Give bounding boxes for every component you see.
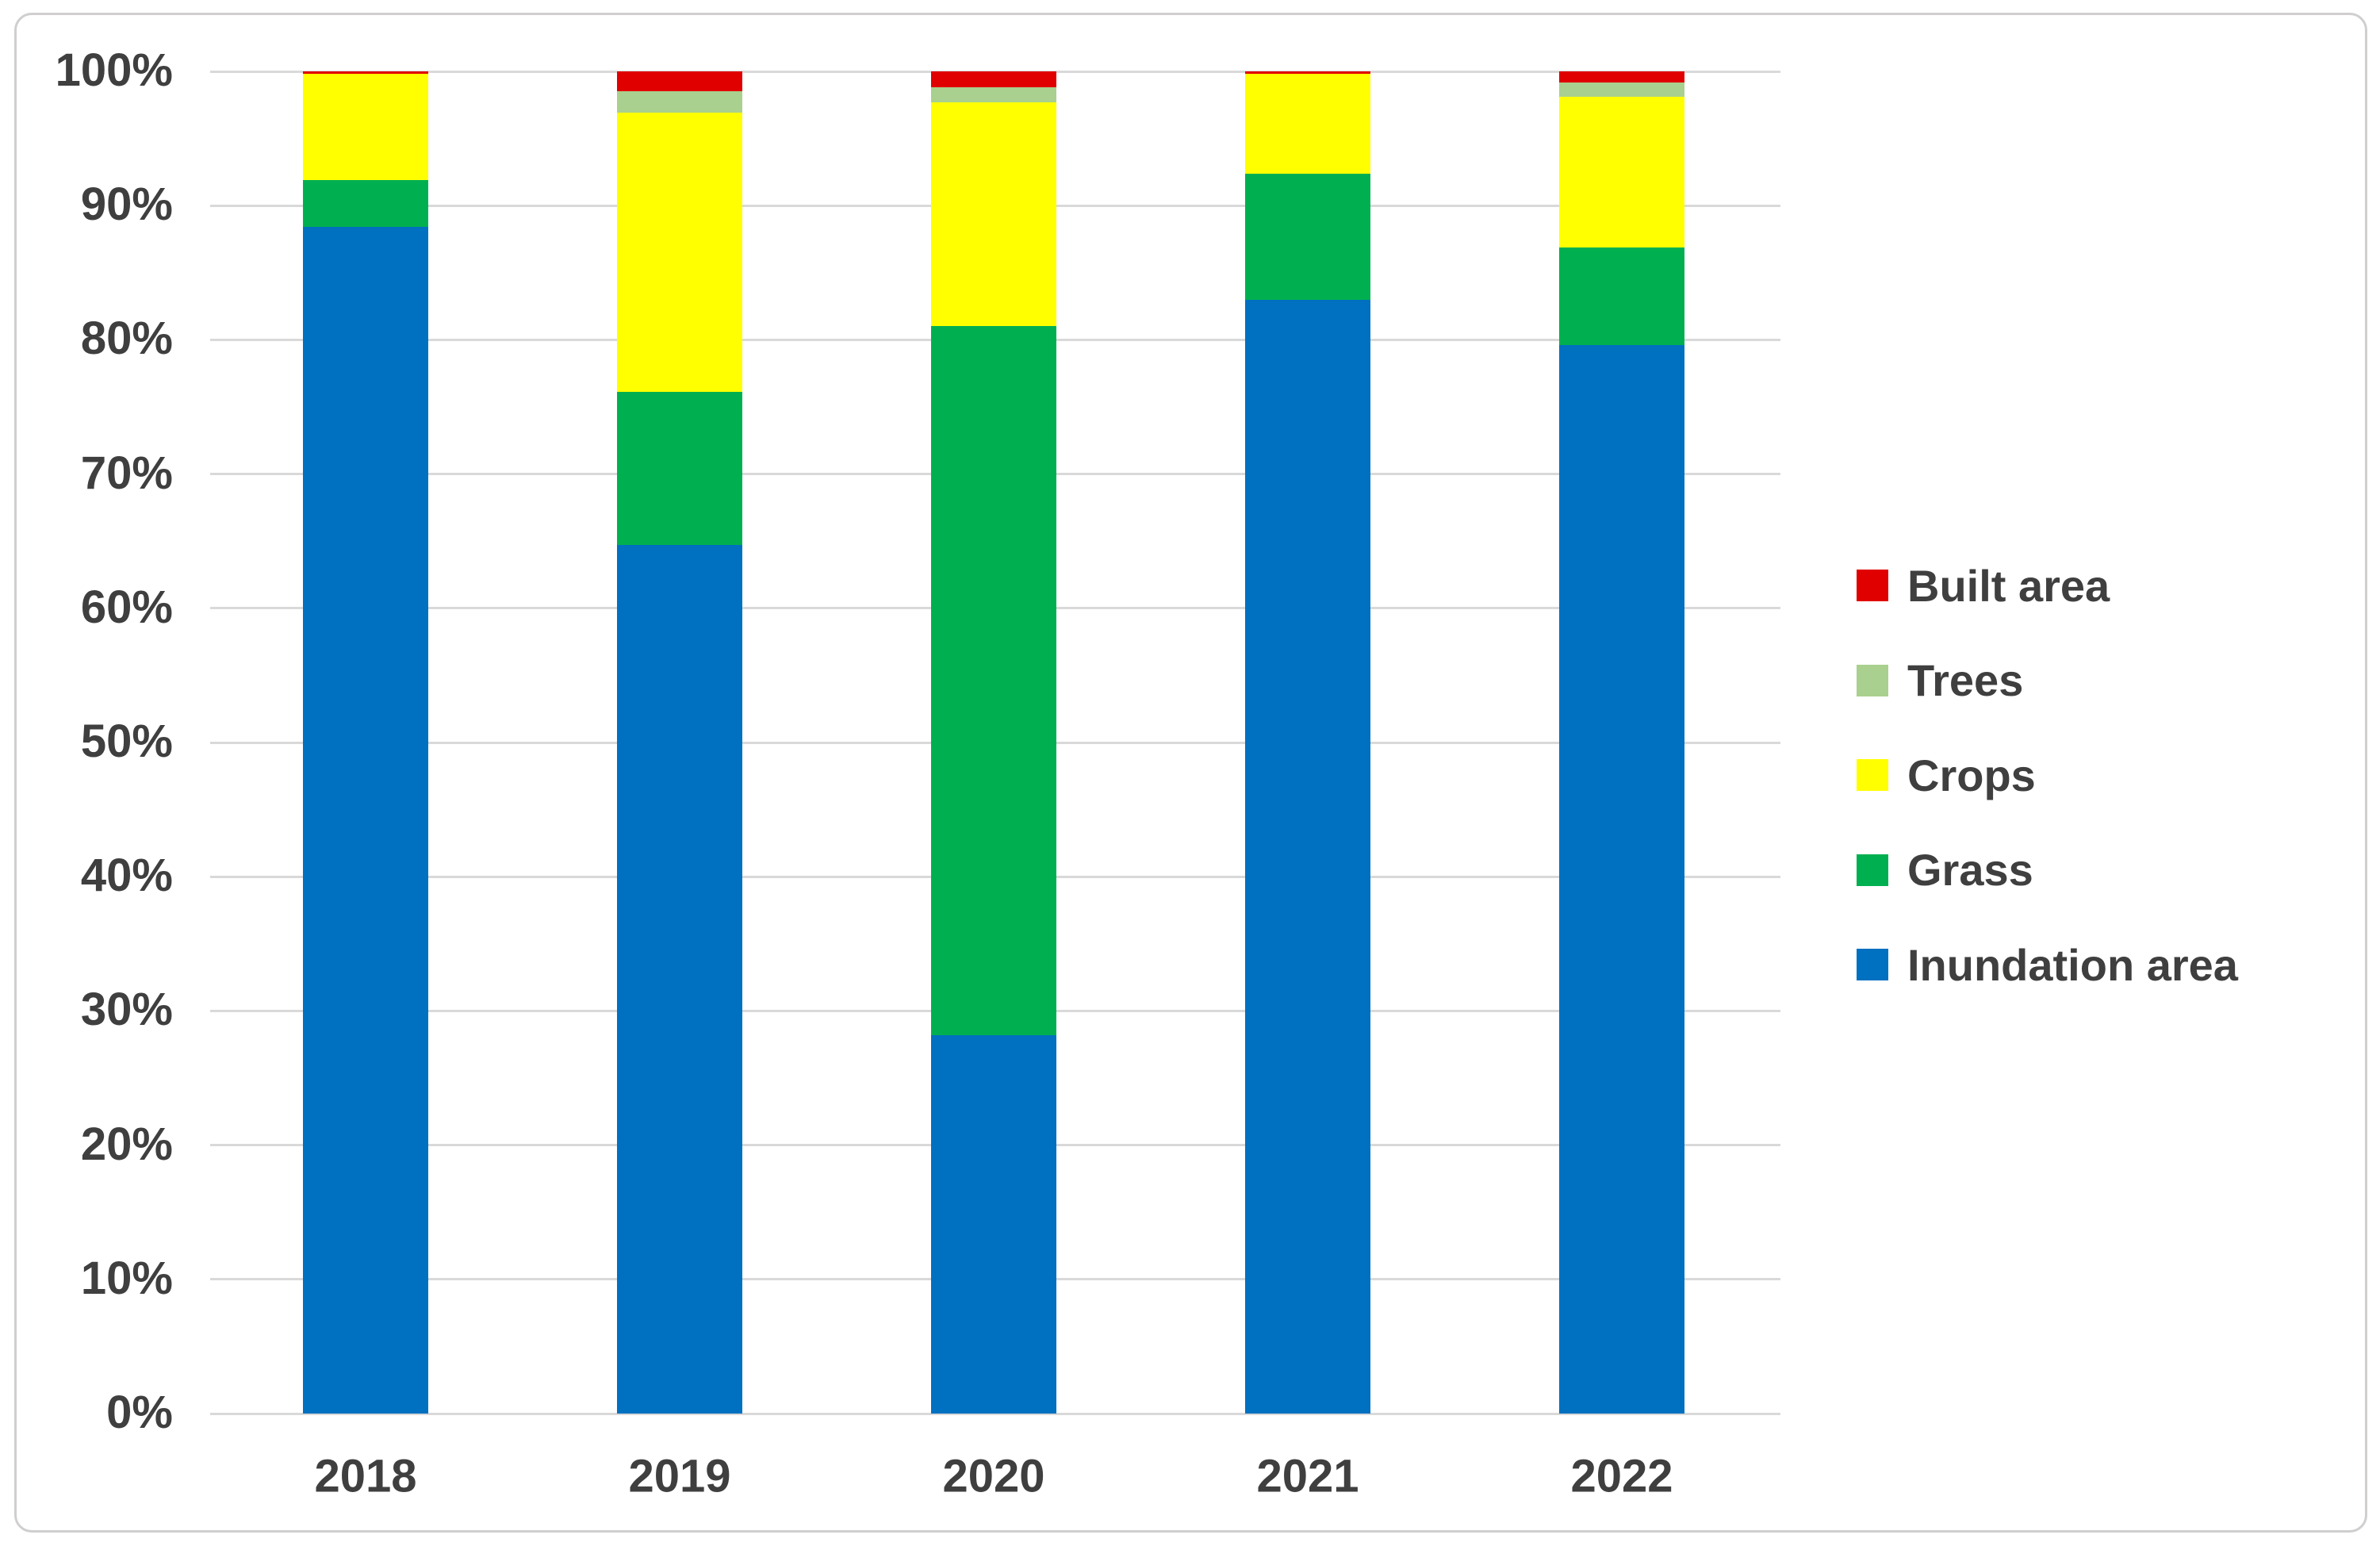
bar-2022 bbox=[1559, 71, 1684, 1414]
y-axis-tick-label-70-: 70% bbox=[80, 447, 173, 499]
bar-segment-grass-2022 bbox=[1559, 247, 1684, 346]
bar-segment-inundation-area-2018 bbox=[303, 227, 428, 1414]
bar-segment-built-area-2020 bbox=[931, 71, 1056, 88]
gridline-100- bbox=[210, 70, 1780, 73]
bar-2021 bbox=[1245, 71, 1370, 1414]
bar-segment-built-area-2019 bbox=[617, 71, 742, 92]
bar-segment-trees-2019 bbox=[617, 91, 742, 113]
legend-label-trees: Trees bbox=[1907, 655, 2024, 705]
legend-swatch-inundation-area bbox=[1857, 949, 1888, 980]
bar-segment-crops-2020 bbox=[931, 102, 1056, 327]
bar-2020 bbox=[931, 71, 1056, 1414]
bar-segment-trees-2022 bbox=[1559, 82, 1684, 98]
legend-label-built-area: Built area bbox=[1907, 560, 2110, 611]
legend-item-inundation-area: Inundation area bbox=[1857, 939, 2238, 990]
x-axis-tick-label-2018: 2018 bbox=[314, 1450, 417, 1502]
legend-label-crops: Crops bbox=[1907, 750, 2036, 800]
y-axis-tick-label-10-: 10% bbox=[80, 1252, 173, 1304]
bar-segment-grass-2018 bbox=[303, 180, 428, 228]
y-axis-tick-label-80-: 80% bbox=[80, 313, 173, 365]
bar-segment-crops-2019 bbox=[617, 113, 742, 393]
y-axis-tick-label-40-: 40% bbox=[80, 850, 173, 902]
bar-segment-built-area-2022 bbox=[1559, 71, 1684, 82]
bar-segment-inundation-area-2020 bbox=[931, 1034, 1056, 1414]
y-axis-tick-label-100-: 100% bbox=[55, 44, 173, 97]
legend-label-inundation-area: Inundation area bbox=[1907, 939, 2238, 990]
y-axis-tick-label-60-: 60% bbox=[80, 581, 173, 633]
legend-swatch-built-area bbox=[1857, 570, 1888, 601]
y-axis-tick-label-0-: 0% bbox=[106, 1387, 173, 1439]
bar-segment-built-area-2018 bbox=[303, 71, 428, 75]
y-axis-tick-label-30-: 30% bbox=[80, 984, 173, 1036]
legend-label-grass: Grass bbox=[1907, 845, 2033, 895]
x-axis-tick-label-2019: 2019 bbox=[628, 1450, 731, 1502]
y-axis-tick-label-50-: 50% bbox=[80, 716, 173, 768]
bar-segment-grass-2021 bbox=[1245, 173, 1370, 300]
bar-segment-inundation-area-2022 bbox=[1559, 345, 1684, 1414]
bar-segment-grass-2020 bbox=[931, 326, 1056, 1035]
bar-segment-crops-2018 bbox=[303, 74, 428, 181]
bar-segment-built-area-2021 bbox=[1245, 71, 1370, 75]
legend-item-built-area: Built area bbox=[1857, 560, 2110, 611]
y-axis-tick-label-90-: 90% bbox=[80, 178, 173, 231]
bar-2018 bbox=[303, 71, 428, 1414]
bar-segment-trees-2020 bbox=[931, 87, 1056, 102]
y-axis-tick-label-20-: 20% bbox=[80, 1118, 173, 1170]
legend-item-trees: Trees bbox=[1857, 655, 2023, 706]
x-axis-tick-label-2020: 2020 bbox=[942, 1450, 1045, 1502]
x-axis-tick-label-2021: 2021 bbox=[1256, 1450, 1359, 1502]
bar-segment-grass-2019 bbox=[617, 392, 742, 546]
bar-segment-crops-2021 bbox=[1245, 74, 1370, 174]
legend-swatch-trees bbox=[1857, 664, 1888, 696]
legend-swatch-crops bbox=[1857, 759, 1888, 791]
bar-segment-crops-2022 bbox=[1559, 97, 1684, 247]
bar-segment-inundation-area-2019 bbox=[617, 545, 742, 1414]
gridline-0- bbox=[210, 1412, 1780, 1415]
legend-item-grass: Grass bbox=[1857, 845, 2033, 896]
bar-segment-inundation-area-2021 bbox=[1245, 299, 1370, 1414]
legend-item-crops: Crops bbox=[1857, 750, 2036, 800]
bar-2019 bbox=[617, 71, 742, 1414]
x-axis-tick-label-2022: 2022 bbox=[1570, 1450, 1673, 1502]
legend-swatch-grass bbox=[1857, 854, 1888, 886]
